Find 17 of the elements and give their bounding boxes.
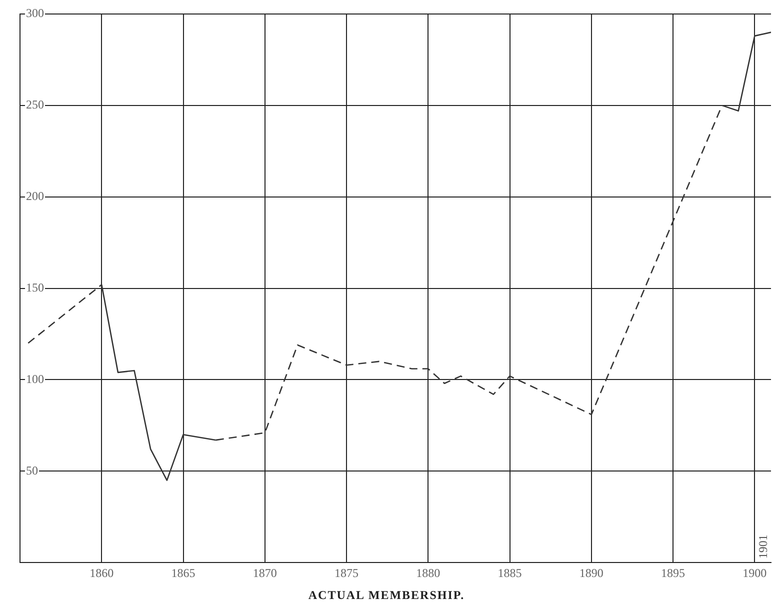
y-tick-label: 100 bbox=[26, 372, 44, 386]
annotation: 1901 bbox=[756, 534, 770, 559]
x-tick-label: 1885 bbox=[498, 566, 522, 580]
x-tick-label: 1890 bbox=[579, 566, 604, 580]
x-tick-label: 1895 bbox=[661, 566, 686, 580]
x-tick-label: 1865 bbox=[171, 566, 196, 580]
y-tick-label: 150 bbox=[26, 280, 44, 294]
text: ACTUAL MEMBERSHIP. bbox=[307, 588, 466, 603]
y-tick-label: 200 bbox=[26, 189, 44, 204]
x-tick-label: 1875 bbox=[334, 566, 359, 580]
x-tick-label: 1870 bbox=[252, 566, 277, 580]
x-tick-label: 1900 bbox=[742, 566, 767, 580]
y-tick-label: 50 bbox=[26, 463, 38, 478]
y-tick-label: 300 bbox=[26, 6, 44, 20]
x-tick-label: 1880 bbox=[416, 566, 440, 580]
y-tick-label: 250 bbox=[26, 98, 44, 112]
x-tick-label: 1860 bbox=[90, 566, 114, 580]
